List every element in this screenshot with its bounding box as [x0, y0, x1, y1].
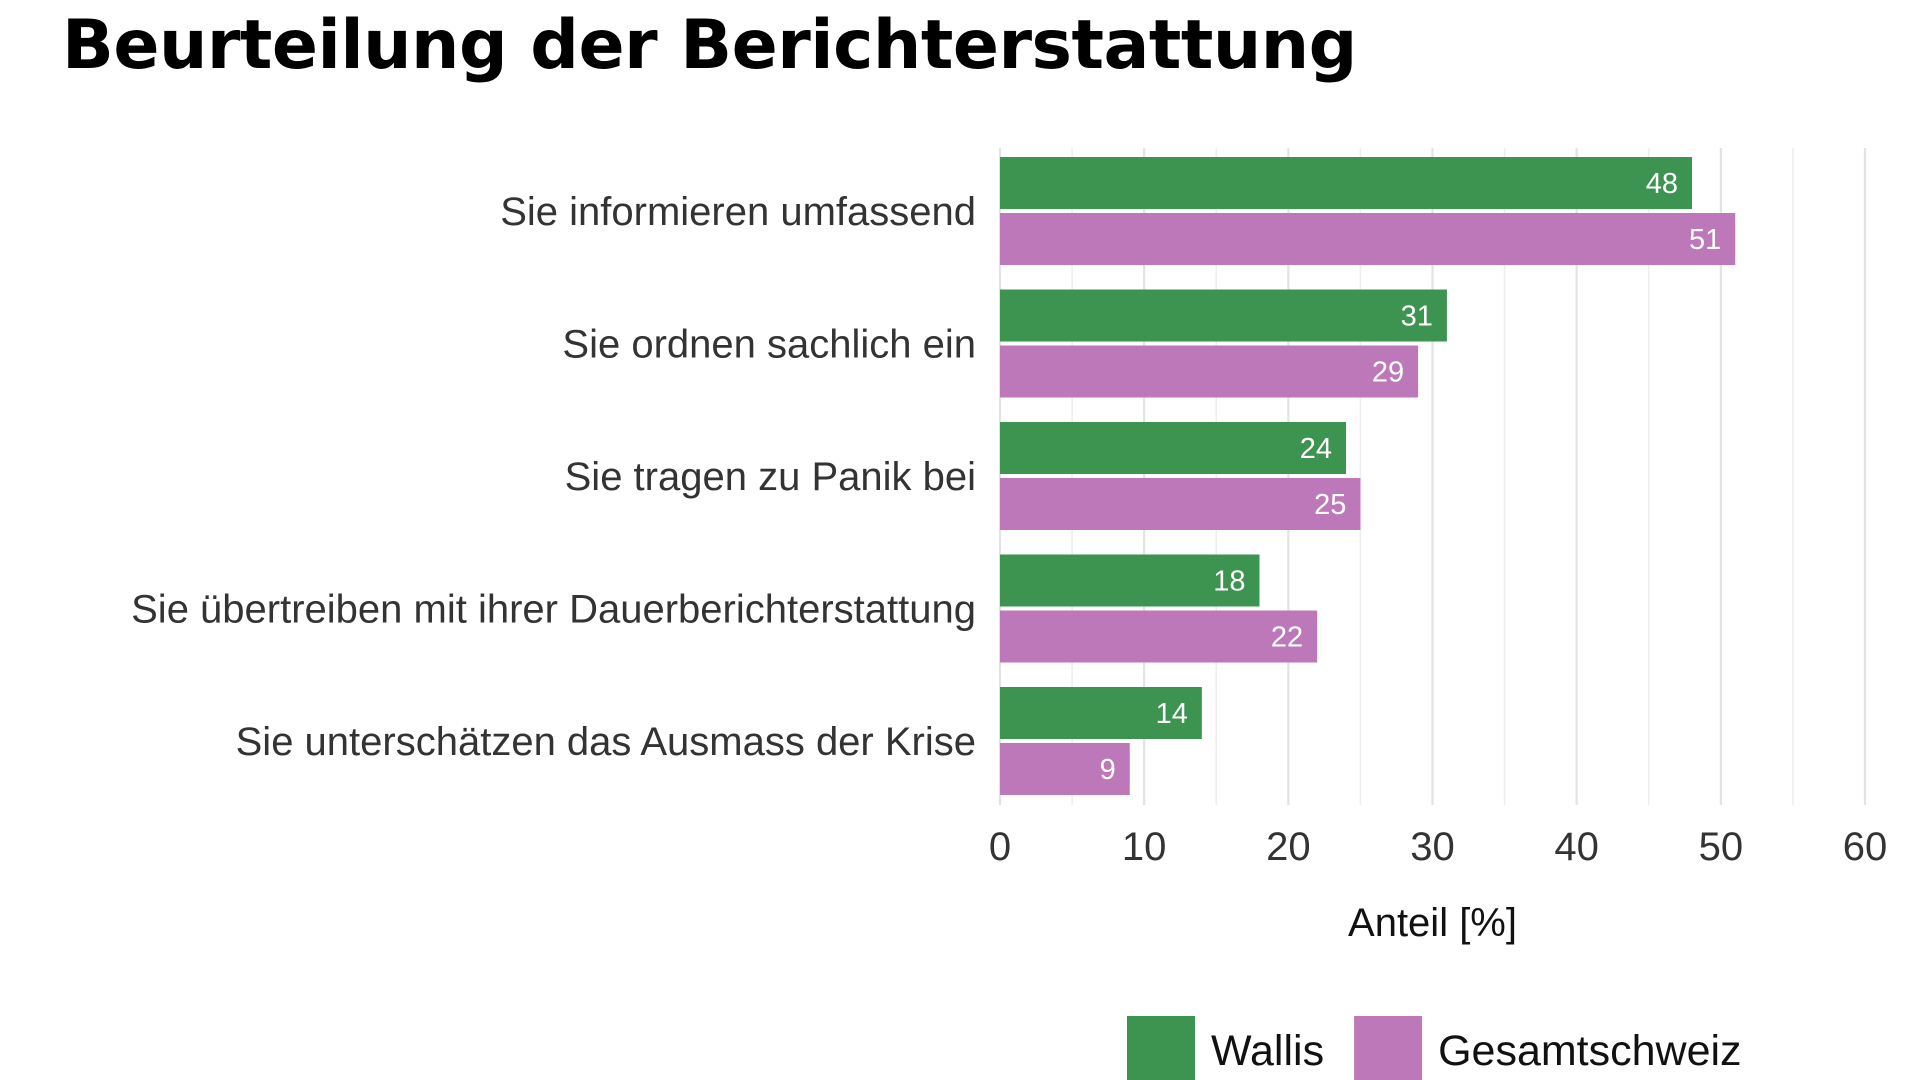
x-axis-title: Anteil [%]	[1348, 901, 1517, 945]
category-label: Sie unterschätzen das Ausmass der Krise	[236, 720, 976, 764]
x-tick-label: 20	[1266, 825, 1311, 869]
bar-wallis-3	[1000, 422, 1346, 474]
x-tick-label: 10	[1122, 825, 1167, 869]
bar-wallis-2	[1000, 289, 1447, 342]
category-label: Sie informieren umfassend	[500, 190, 976, 234]
data-label: 29	[1372, 357, 1404, 389]
data-label: 51	[1689, 224, 1721, 256]
x-tick-label: 60	[1843, 825, 1888, 869]
data-label: 22	[1271, 622, 1303, 654]
bar-gesamtschweiz-5	[1000, 743, 1130, 795]
category-label: Sie übertreiben mit ihrer Dauerberichter…	[131, 588, 976, 632]
x-axis-ticks: 0 10 20 30 40 50 60	[989, 825, 1887, 869]
data-label: 25	[1314, 489, 1346, 521]
legend-swatch-gesamtschweiz	[1354, 1016, 1423, 1080]
x-tick-label: 50	[1699, 825, 1744, 869]
bar-gesamtschweiz-2	[1000, 345, 1419, 398]
chart-title: Beurteilung der Berichterstattung	[62, 6, 1357, 85]
bar-gesamtschweiz-4	[1000, 610, 1318, 663]
legend-label: Wallis	[1211, 1027, 1324, 1075]
data-label: 14	[1156, 698, 1188, 730]
x-tick-label: 30	[1410, 825, 1455, 869]
bar-wallis-1	[1000, 157, 1692, 209]
category-label: Sie tragen zu Panik bei	[565, 455, 976, 499]
bar-wallis-4	[1000, 554, 1260, 607]
bar-gesamtschweiz-3	[1000, 478, 1361, 530]
category-labels: Sie informieren umfassend Sie ordnen sach…	[131, 190, 976, 764]
x-tick-label: 40	[1554, 825, 1599, 869]
legend: Wallis Gesamtschweiz	[1127, 1016, 1742, 1080]
bar-gesamtschweiz-1	[1000, 213, 1736, 265]
category-label: Sie ordnen sachlich ein	[562, 323, 976, 367]
legend-label: Gesamtschweiz	[1438, 1027, 1741, 1075]
data-label: 9	[1100, 754, 1116, 786]
legend-swatch-wallis	[1127, 1016, 1195, 1080]
bars: 48 51 31 29 24 25 18 22 14 9	[1000, 157, 1736, 795]
data-label: 48	[1646, 168, 1678, 200]
data-label: 18	[1213, 566, 1245, 598]
bar-wallis-5	[1000, 687, 1202, 739]
x-tick-label: 0	[989, 825, 1011, 869]
data-label: 24	[1300, 433, 1332, 465]
data-label: 31	[1401, 301, 1433, 333]
